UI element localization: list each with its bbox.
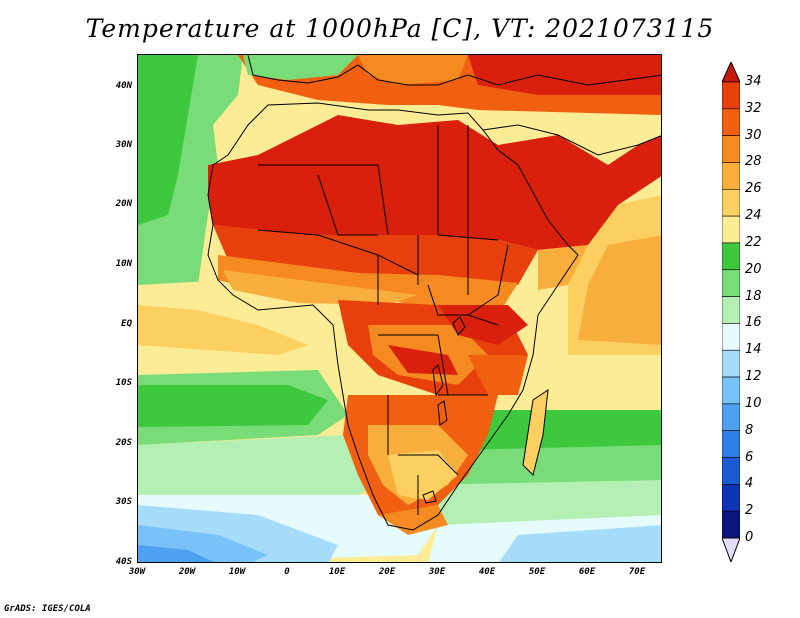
colorbar-label: 22 bbox=[745, 234, 762, 250]
colorbar-label: 10 bbox=[745, 395, 762, 411]
lon-label-30w: 30W bbox=[128, 567, 146, 577]
lon-label-60e: 60E bbox=[578, 567, 596, 577]
colorbar-label: 4 bbox=[745, 476, 754, 492]
lat-label-20n: 20N bbox=[115, 199, 132, 209]
colorbar-label: 32 bbox=[745, 100, 762, 116]
lat-label-10s: 10S bbox=[115, 378, 132, 388]
colorbar-label: 28 bbox=[745, 154, 762, 170]
colorbar-label: 30 bbox=[745, 127, 762, 143]
colorbar-swatch bbox=[722, 215, 740, 244]
colorbar-swatch bbox=[722, 81, 740, 110]
colorbar-label: 12 bbox=[745, 369, 762, 385]
lat-label-30s: 30S bbox=[115, 497, 132, 507]
colorbar-swatch bbox=[722, 349, 740, 378]
colorbar-label: 20 bbox=[745, 261, 762, 277]
colorbar-label: 24 bbox=[745, 208, 762, 224]
colorbar-label: 14 bbox=[745, 342, 762, 358]
colorbar-swatch bbox=[722, 269, 740, 297]
colorbar-over-triangle bbox=[722, 62, 740, 83]
colorbar-swatch bbox=[722, 188, 740, 217]
colorbar-label: 2 bbox=[745, 503, 754, 519]
colorbar-swatch bbox=[722, 323, 740, 351]
temperature-map bbox=[137, 54, 662, 563]
colorbar-swatch bbox=[722, 430, 740, 458]
colorbar-label: 0 bbox=[745, 530, 754, 545]
lon-label-50e: 50E bbox=[528, 567, 546, 577]
colorbar bbox=[722, 62, 740, 562]
lon-label-0: 0 bbox=[284, 567, 290, 577]
colorbar-swatch bbox=[722, 376, 740, 405]
colorbar-swatch bbox=[722, 510, 740, 539]
colorbar-label: 34 bbox=[745, 74, 762, 89]
colorbar-label: 16 bbox=[745, 315, 762, 331]
grads-credit: GrADS: IGES/COLA bbox=[4, 604, 91, 614]
colorbar-swatch bbox=[722, 457, 740, 485]
colorbar-label: 8 bbox=[745, 422, 754, 438]
lat-label-40s: 40S bbox=[115, 557, 132, 567]
lat-label-40n: 40N bbox=[115, 81, 132, 91]
colorbar-swatch bbox=[722, 135, 740, 163]
colorbar-label: 6 bbox=[745, 449, 754, 465]
colorbar-swatch bbox=[722, 484, 740, 512]
colorbar-swatch bbox=[722, 162, 740, 190]
lon-label-70e: 70E bbox=[628, 567, 646, 577]
lat-label-30n: 30N bbox=[115, 140, 132, 150]
lon-label-30e: 30E bbox=[428, 567, 446, 577]
colorbar-swatch bbox=[722, 108, 740, 136]
lon-label-10e: 10E bbox=[328, 567, 346, 577]
lat-label-20s: 20S bbox=[115, 438, 132, 448]
colorbar-swatch bbox=[722, 296, 740, 324]
lon-label-10w: 10W bbox=[228, 567, 246, 577]
lon-label-40e: 40E bbox=[478, 567, 496, 577]
colorbar-label: 18 bbox=[745, 288, 762, 304]
colorbar-swatch bbox=[722, 403, 740, 432]
colorbar-swatch bbox=[722, 242, 740, 271]
colorbar-label: 26 bbox=[745, 181, 762, 197]
lat-label-10n: 10N bbox=[115, 259, 132, 269]
colorbar-under-triangle bbox=[722, 537, 740, 562]
lat-label-eq: EQ bbox=[121, 319, 132, 329]
lon-label-20e: 20E bbox=[378, 567, 396, 577]
lon-label-20w: 20W bbox=[178, 567, 196, 577]
map-title: Temperature at 1000hPa [C], VT: 20210731… bbox=[85, 14, 715, 43]
